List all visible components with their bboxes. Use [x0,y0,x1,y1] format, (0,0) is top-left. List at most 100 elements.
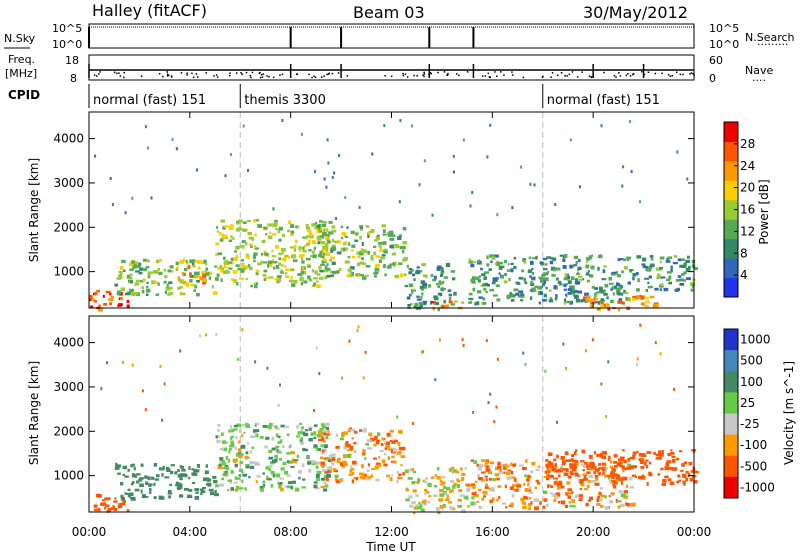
power-echo-cell [316,224,320,229]
power-echo-cell [117,290,122,295]
velocity-echo-cell [450,466,455,470]
velocity-echo-cell [402,472,405,476]
velocity-echo-cell [384,447,388,450]
power-echo-cell [288,220,291,225]
power-echo-cell [690,288,694,292]
velocity-echo-cell [499,468,503,472]
velocity-echo-cell [296,459,299,462]
nave-point [279,74,281,76]
velocity-echo-cell [97,507,101,512]
velocity-echo-cell [385,445,391,449]
velocity-echo-cell [379,449,384,453]
nave-point [320,76,323,78]
power-echo-cell [438,280,442,283]
power-echo-cell [291,254,296,259]
velocity-echo-cell [398,430,403,434]
velocity-echo-cell [567,495,571,499]
velocity-echo-cell [560,500,566,505]
velocity-echo-cell [153,463,157,467]
nave-point [484,75,487,77]
power-echo-cell [562,258,566,262]
velocity-echo-cell [424,488,428,492]
nave-point [327,73,330,75]
power-echo-cell [619,285,624,289]
power-echo-cell [201,279,207,282]
power-echo-cell [587,270,590,273]
power-echo-cell [98,304,101,309]
velocity-echo-cell [208,488,214,492]
power-echo-cell [287,229,291,233]
velocity-echo-cell [516,481,519,485]
velocity-y-tick-label: 4000 [53,336,84,350]
velocity-echo-cell [452,485,456,489]
velocity-echo-cell [515,488,519,492]
power-echo-cell [242,221,247,225]
velocity-echo-cell [396,415,399,419]
velocity-echo-cell [124,492,127,495]
power-echo-cell [202,273,206,277]
velocity-echo-cell [237,357,240,361]
power-echo-cell [230,235,233,239]
power-echo-cell [586,295,591,299]
power-echo-cell [181,292,186,296]
power-echo-cell [223,256,226,260]
nave-point [281,73,284,76]
x-tick-label: 16:00 [475,525,510,539]
power-echo-cell [178,279,182,282]
velocity-echo-cell [527,474,531,478]
power-echo-cell [229,153,232,156]
velocity-echo-cell [687,473,691,477]
velocity-echo-cell [217,424,221,427]
velocity-echo-cell [205,333,207,337]
velocity-echo-cell [221,477,224,481]
velocity-echo-cell [127,468,130,472]
velocity-echo-cell [568,475,572,479]
nave-point [423,75,425,78]
power-echo-cell [145,266,150,269]
velocity-echo-cell [561,460,566,464]
nave-point [162,75,164,78]
velocity-echo-cell [149,491,152,495]
velocity-echo-cell [265,436,270,440]
power-echo-cell [615,271,618,275]
power-echo-cell [111,203,114,207]
power-echo-cell [325,252,330,257]
power-echo-cell [676,150,679,154]
velocity-echo-cell [307,426,313,429]
power-echo-cell [485,290,488,294]
power-echo-cell [320,255,325,259]
nave-point [443,71,446,73]
power-echo-cell [425,274,428,278]
power-echo-cell [376,270,380,273]
velocity-echo-cell [122,465,127,470]
power-echo-cell [616,274,621,278]
power-echo-cell [114,283,118,287]
velocity-echo-cell [615,478,620,482]
power-echo-cell [375,255,381,258]
velocity-echo-cell [292,460,297,464]
velocity-echo-cell [202,487,206,490]
power-echo-cell [220,219,226,223]
velocity-echo-cell [254,360,257,364]
power-echo-cell [196,292,200,297]
velocity-echo-cell [312,460,316,464]
power-echo-cell [284,271,288,275]
power-echo-cell [478,296,483,299]
velocity-echo-cell [643,461,647,466]
power-echo-cell [308,278,313,282]
power-echo-cell [624,292,629,295]
power-echo-cell [96,289,100,293]
velocity-echo-cell [673,387,675,391]
power-echo-cell [350,230,355,235]
velocity-echo-cell [439,493,445,497]
power-echo-cell [255,269,260,273]
velocity-echo-cell [613,482,618,485]
velocity-echo-cell [292,480,296,484]
velocity-echo-cell [449,489,454,493]
power-echo-cell [623,258,626,262]
velocity-echo-cell [641,475,646,480]
velocity-echo-cell [271,436,275,441]
power-echo-cell [580,299,584,303]
velocity-echo-cell [632,465,637,468]
velocity-echo-cell [222,466,227,470]
